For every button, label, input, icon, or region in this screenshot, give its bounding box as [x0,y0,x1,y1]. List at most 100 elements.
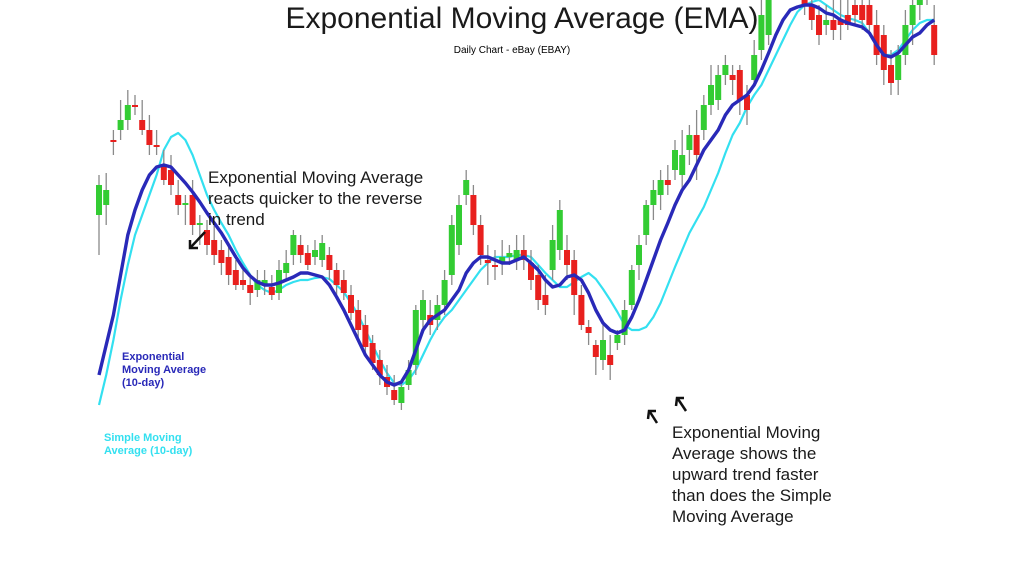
candle-body-down [333,270,340,285]
candle-body-down [888,65,894,83]
top-note-arrowhead [188,240,198,250]
candle-body-up [196,223,203,225]
candle-body-up [650,190,657,205]
candle-body-up [902,25,909,55]
ema-line [97,3,936,387]
candle-body-down [297,245,304,255]
candle-body-down [693,135,700,155]
candle-body-up [708,85,714,105]
candle-body-up [636,245,642,265]
candle-body-down [247,285,254,293]
candle-body-down [736,70,743,100]
candle-body-down [520,250,527,260]
candle-body-up [916,0,923,5]
candle-body-down [585,327,592,333]
candle-body-down [153,145,160,147]
candle-body-down [859,5,866,20]
candle-body-down [232,270,239,285]
candle-body-down [816,15,822,35]
candle-body-down [592,345,599,357]
ema-series [97,3,936,387]
candle-body-up [448,225,455,275]
bottom-note-arrow-1 [648,411,659,424]
candle-body-down [844,15,851,25]
bottom-note-arrowhead-2 [674,396,684,407]
candle-body-up [412,310,419,365]
candle-body-down [535,275,542,300]
candle-body-up [261,280,268,285]
candle-body-up [722,65,729,75]
candle-body-down [146,130,153,145]
candle-body-down [571,260,578,295]
candle-body-down [607,355,614,365]
candle-body-down [175,195,182,205]
candle-body-up [398,387,405,403]
candle-body-up [628,270,635,305]
candle-body-down [837,20,844,25]
candle-body-up [506,253,513,257]
candle-body-up [686,135,693,150]
candle-body-up [434,305,441,320]
candle-body-up [117,120,124,130]
candle-body-down [225,257,232,275]
candle-body-down [355,310,362,330]
candle-body-down [268,287,275,295]
candle-body-down [362,325,369,347]
candle-body-down [391,390,398,400]
candle-body-up [751,55,758,80]
candle-body-up [96,185,102,215]
candle-body-up [312,250,318,257]
candle-body-up [405,370,412,385]
candle-body-down [211,240,218,255]
candle-body-down [492,265,498,267]
chart-subtitle: Daily Chart - eBay (EBAY) [453,45,571,56]
chart-title: Exponential Moving Average (EMA) [285,2,759,35]
candle-body-up [679,155,686,175]
candle-body-down [204,230,210,245]
candle-body-down [189,195,196,225]
candle-body-down [852,5,858,15]
candle-body-down [578,295,585,325]
candle-body-up [672,150,678,170]
candle-body-down [830,20,837,30]
candle-body-up [765,0,772,35]
bottom-note-arrow-2 [676,398,688,412]
candle-body-up [758,15,765,50]
candle-body-up [909,5,916,25]
candle-body-down [218,250,225,263]
candle-body-down [744,95,750,110]
candle-body-up [441,280,448,305]
candle-body-up [254,280,261,290]
candle-body-down [931,25,938,55]
ema-series-label: Exponential Moving Average (10-day) [122,351,207,389]
candle-body-up [621,310,628,335]
candle-body-down [866,5,873,25]
candle-body-down [528,263,534,280]
top-annotation: Exponential Moving Average reacts quicke… [208,168,424,229]
candle-body-down [801,0,808,5]
candle-body-down [160,165,167,180]
candle-body-up [643,205,650,235]
candle-body-up [290,235,297,255]
top-note-arrow [190,231,206,248]
candle-body-down [808,5,815,20]
candle-body-down [340,280,347,293]
candle-body-down [376,360,383,375]
candle-body-down [470,195,477,225]
candle-body-up [549,240,556,270]
candle-body-up [283,263,290,273]
candle-body-up [463,180,470,195]
candle-body-down [132,105,138,107]
candle-body-down [139,120,146,130]
candle-body-up [319,243,326,260]
sma-series-label: Simple Moving Average (10-day) [104,432,193,457]
candle-body-down [664,180,671,185]
candle-body-down [326,255,333,270]
candle-body-up [182,203,189,205]
candle-body-up [456,205,462,245]
candle-body-up [420,300,426,320]
candle-body-up [657,180,664,195]
annotation-arrows [188,231,688,424]
candle-body-up [103,190,110,205]
